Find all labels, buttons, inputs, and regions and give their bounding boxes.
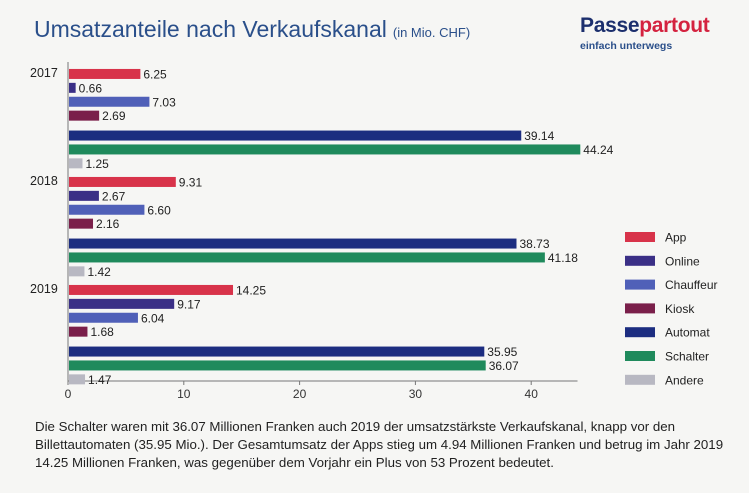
data-label: 6.25 xyxy=(143,67,167,81)
brand-name-part2: partout xyxy=(639,14,710,37)
data-label: 1.47 xyxy=(88,373,112,387)
legend-label-online: Online xyxy=(665,254,700,268)
brand-tagline: einfach unterwegs xyxy=(580,40,673,52)
legend-swatch-schalter xyxy=(625,351,655,361)
x-tick-label: 0 xyxy=(65,387,72,401)
bar-app xyxy=(69,176,176,187)
legend-label-andere: Andere xyxy=(665,373,704,387)
brand-name-part1: Passe xyxy=(580,14,640,37)
bar-app xyxy=(69,68,141,79)
bar-andere xyxy=(69,266,85,277)
bar-online xyxy=(69,190,99,201)
bar-automat xyxy=(69,346,485,357)
bar-automat xyxy=(69,130,522,141)
bar-schalter xyxy=(69,360,486,371)
legend-swatch-andere xyxy=(625,374,655,385)
category-label: 2019 xyxy=(30,282,58,296)
data-label: 9.31 xyxy=(179,175,203,189)
bar-chauffeur xyxy=(69,96,150,107)
bar-andere xyxy=(69,374,86,385)
bar-app xyxy=(69,284,234,295)
data-label: 39.14 xyxy=(524,129,554,143)
bar-kiosk xyxy=(69,110,100,121)
bar-chauffeur xyxy=(69,204,145,215)
data-label: 2.16 xyxy=(96,217,120,231)
title-unit: (in Mio. CHF) xyxy=(392,25,471,40)
legend-swatch-automat xyxy=(625,327,655,338)
category-label: 2017 xyxy=(30,66,58,80)
data-label: 1.42 xyxy=(87,265,111,279)
legend-swatch-chauffeur xyxy=(625,279,655,290)
bar-chart: 0 10 20 30 40 2017 6.25 0.66 7.03 2.69 39.14 44.24 1… xyxy=(30,62,717,401)
data-label: 2.69 xyxy=(102,109,126,123)
brand-logo: Passepartout einfach unterwegs xyxy=(580,14,740,52)
data-label: 36.07 xyxy=(489,359,519,373)
data-label: 2.67 xyxy=(102,189,126,203)
bar-schalter xyxy=(69,144,581,155)
title-text: Umsatzanteile nach Verkaufskanal xyxy=(34,16,387,42)
legend-label-kiosk: Kiosk xyxy=(665,302,695,316)
data-label: 44.24 xyxy=(583,143,613,157)
x-tick-label: 40 xyxy=(525,387,539,401)
legend-label-chauffeur: Chauffeur xyxy=(665,278,717,292)
legend-label-schalter: Schalter xyxy=(665,350,709,364)
category-label: 2018 xyxy=(30,174,58,188)
bar-online xyxy=(69,82,76,93)
legend-label-app: App xyxy=(665,231,687,245)
legend-swatch-app xyxy=(625,232,655,242)
x-tick-label: 20 xyxy=(293,387,307,401)
legend-label-automat: Automat xyxy=(665,326,710,340)
legend-swatch-kiosk xyxy=(625,303,655,314)
bar-andere xyxy=(69,158,83,169)
data-label: 6.04 xyxy=(141,311,165,325)
x-tick-label: 10 xyxy=(177,387,191,401)
bar-kiosk xyxy=(69,218,94,229)
data-label: 1.68 xyxy=(90,325,114,339)
data-label: 14.25 xyxy=(236,283,266,297)
data-label: 41.18 xyxy=(548,251,578,265)
data-label: 1.25 xyxy=(85,157,109,171)
chart-title: Umsatzanteile nach Verkaufskanal (in Mio.… xyxy=(34,16,470,43)
data-label: 35.95 xyxy=(487,345,517,359)
data-label: 38.73 xyxy=(519,237,549,251)
chart-caption: Die Schalter waren mit 36.07 Millionen F… xyxy=(35,419,724,470)
bar-kiosk xyxy=(69,326,88,337)
legend-swatch-online xyxy=(625,255,655,266)
bar-schalter xyxy=(69,252,545,263)
data-label: 0.66 xyxy=(79,81,103,95)
data-label: 6.60 xyxy=(147,203,171,217)
data-label: 7.03 xyxy=(152,95,176,109)
bar-automat xyxy=(69,238,517,249)
data-label: 9.17 xyxy=(177,297,201,311)
bar-chauffeur xyxy=(69,312,138,323)
x-tick-label: 30 xyxy=(409,387,423,401)
bar-online xyxy=(69,298,175,309)
